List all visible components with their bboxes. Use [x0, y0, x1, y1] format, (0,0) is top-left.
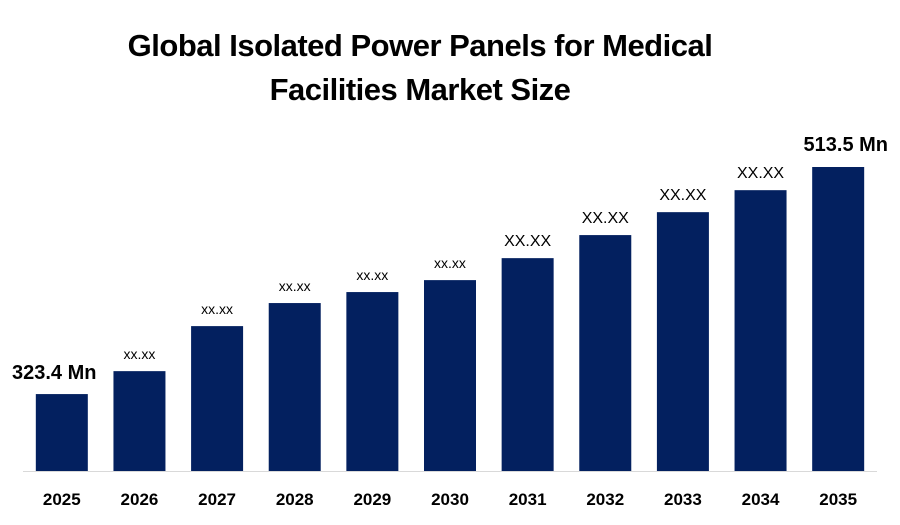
bar-2035	[812, 167, 865, 471]
x-tick-label: 2032	[586, 490, 624, 509]
bar-2025	[35, 394, 88, 471]
bar-2032	[579, 235, 632, 471]
x-tick-label: 2030	[431, 490, 469, 509]
x-tick-label: 2026	[121, 490, 159, 509]
data-label: xx.xx	[434, 255, 466, 271]
data-label: xx.xx	[124, 346, 156, 362]
x-tick-label: 2031	[509, 490, 547, 509]
bar-2031	[501, 258, 554, 471]
chart-title-line1: Global Isolated Power Panels for Medical	[127, 28, 713, 63]
bar-2029	[346, 292, 399, 471]
x-tick-label: 2027	[198, 490, 236, 509]
data-label: 513.5 Mn	[804, 134, 888, 156]
bar-2034	[734, 190, 787, 471]
x-tick-label: 2033	[664, 490, 702, 509]
data-label: XX.XX	[737, 165, 784, 182]
data-label: XX.XX	[582, 210, 629, 227]
data-label: XX.XX	[659, 187, 706, 204]
data-label: XX.XX	[504, 233, 551, 250]
bar-2027	[191, 326, 244, 471]
chart-title: Global Isolated Power Panels for Medical…	[60, 24, 780, 112]
x-tick-label: 2035	[819, 490, 857, 509]
bar-2033	[656, 212, 709, 471]
x-tick-label: 2025	[43, 490, 81, 509]
data-label: xx.xx	[279, 278, 311, 294]
bar-2030	[424, 280, 476, 471]
bar-2026	[113, 371, 166, 471]
data-label: 323.4 Mn	[12, 362, 96, 384]
x-tick-label: 2029	[353, 490, 391, 509]
data-label: xx.xx	[356, 267, 388, 283]
bar-2028	[268, 303, 321, 471]
x-tick-label: 2034	[742, 490, 780, 509]
data-label: xx.xx	[201, 301, 233, 317]
chart-title-line2: Facilities Market Size	[269, 72, 571, 107]
x-tick-label: 2028	[276, 490, 314, 509]
